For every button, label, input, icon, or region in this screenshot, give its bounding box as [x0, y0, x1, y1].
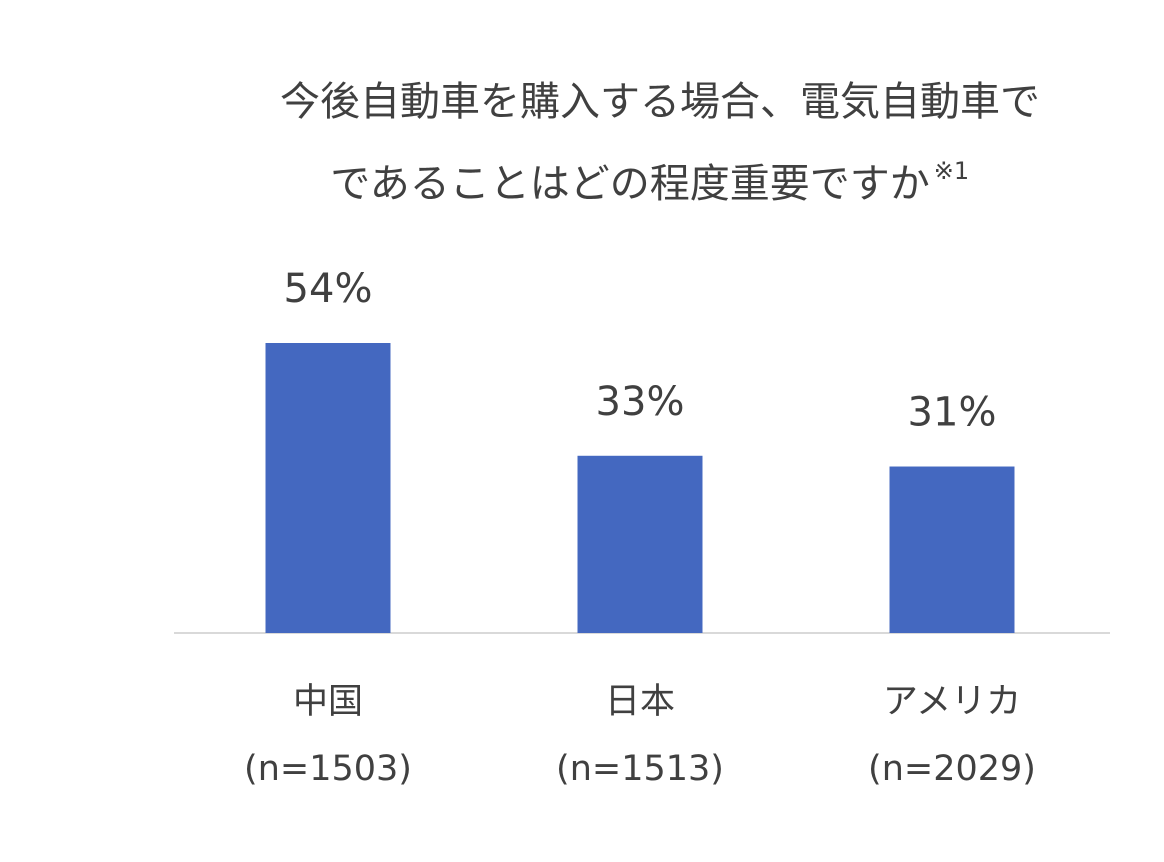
value-label: 54% [284, 266, 373, 312]
chart-title-line: 今後自動車を購入する場合、電気自動車で [280, 79, 1040, 125]
bar [265, 343, 391, 633]
x-tick-label: (n=2029) [868, 749, 1036, 789]
x-tick-label: (n=1513) [556, 749, 724, 789]
bar [577, 455, 703, 633]
chart-title-line: であることはどの程度重要ですか [330, 161, 930, 207]
bar [889, 466, 1015, 633]
x-tick-label: (n=1503) [244, 749, 412, 789]
value-label: 31% [908, 390, 997, 436]
x-tick-label: 日本 [605, 682, 675, 722]
x-tick-label: 中国 [293, 682, 363, 722]
title-note: ※1 [934, 157, 969, 185]
x-tick-label: アメリカ [883, 682, 1021, 722]
value-label: 33% [596, 379, 685, 425]
